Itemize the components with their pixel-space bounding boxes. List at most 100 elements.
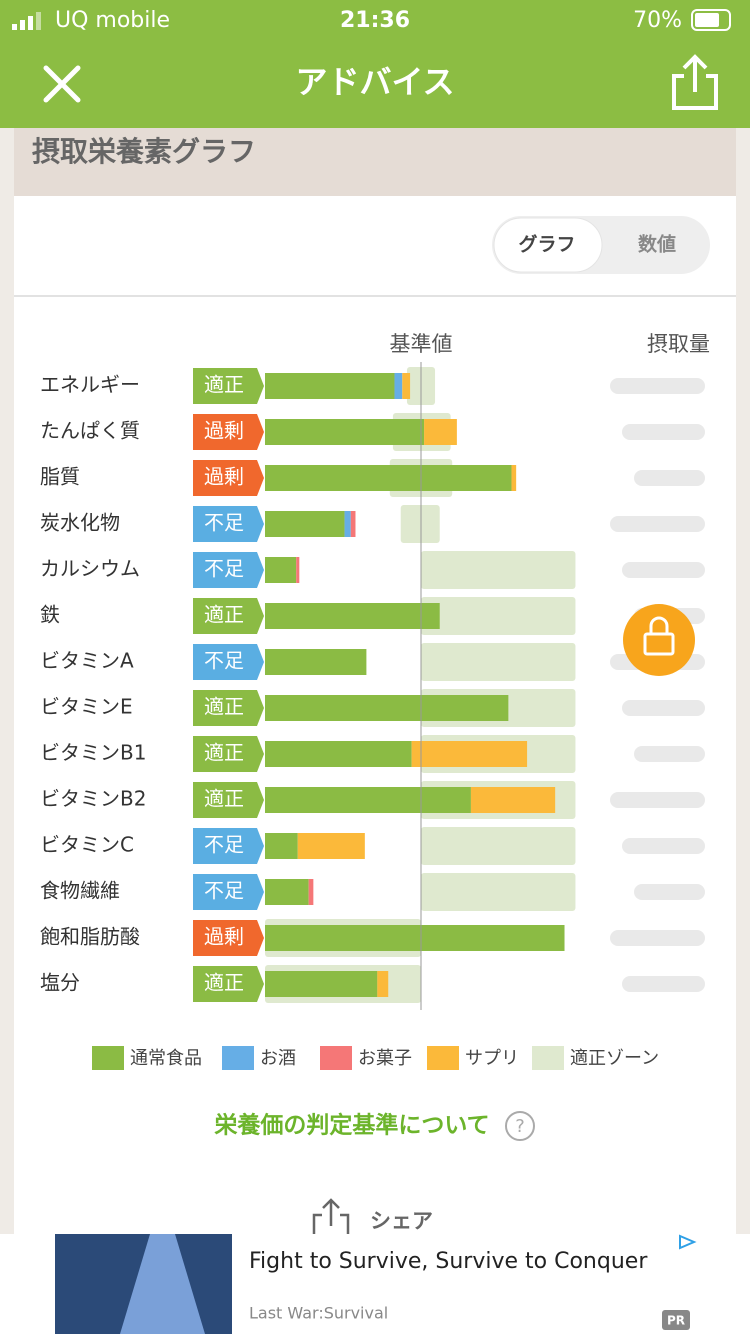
zone bbox=[421, 597, 576, 635]
ad-badge: PR bbox=[667, 1314, 685, 1328]
legend-swatch bbox=[320, 1046, 352, 1070]
status-badge bbox=[193, 966, 264, 1002]
toggle-group: グラフ 数値 bbox=[493, 217, 676, 273]
toggle-selected bbox=[493, 217, 603, 273]
amount-blurred bbox=[610, 930, 705, 946]
status-label: 不足 bbox=[204, 511, 244, 535]
zone bbox=[421, 827, 576, 865]
bar-segment bbox=[265, 419, 425, 445]
zone bbox=[421, 873, 576, 911]
amount-blurred bbox=[622, 700, 705, 716]
bar-segment bbox=[308, 879, 314, 905]
status-badge bbox=[193, 506, 264, 542]
share-label[interactable]: シェア bbox=[370, 1209, 433, 1233]
category-label: ビタミンA bbox=[40, 649, 134, 673]
category-label: 飽和脂肪酸 bbox=[40, 925, 140, 949]
category-label: 脂質 bbox=[40, 465, 80, 489]
category-label: ビタミンB1 bbox=[40, 741, 146, 765]
ad-badge-bg bbox=[662, 1310, 690, 1330]
status-badge bbox=[193, 874, 264, 910]
legend-label: お菓子 bbox=[358, 1048, 412, 1069]
category-label: ビタミンE bbox=[40, 695, 133, 719]
battery-level bbox=[695, 13, 719, 27]
status-badge bbox=[193, 644, 264, 680]
bar-segment bbox=[470, 787, 556, 813]
bar-segment bbox=[296, 557, 300, 583]
amount-blurred bbox=[610, 378, 705, 394]
status-badge bbox=[193, 736, 264, 772]
legend-label: 通常食品 bbox=[130, 1048, 202, 1069]
bar-segment bbox=[265, 511, 345, 537]
status-label: 適正 bbox=[204, 373, 244, 397]
status-label: 適正 bbox=[204, 603, 244, 627]
bar-segment bbox=[344, 511, 351, 537]
share-button[interactable] bbox=[672, 54, 718, 110]
ad-image-road bbox=[120, 1234, 205, 1334]
amount-blurred bbox=[634, 470, 705, 486]
bar-segment bbox=[265, 373, 395, 399]
bar-segment bbox=[265, 649, 367, 675]
legend-swatch bbox=[92, 1046, 124, 1070]
bar-segment bbox=[265, 557, 297, 583]
lock-button[interactable] bbox=[623, 604, 695, 676]
bar-segment bbox=[350, 511, 356, 537]
toggle-option[interactable]: 数値 bbox=[638, 233, 676, 256]
amount-blurred bbox=[622, 424, 705, 440]
ad-choices[interactable] bbox=[679, 1234, 697, 1250]
status-badge bbox=[193, 598, 264, 634]
section-title: 摂取栄養素グラフ bbox=[32, 135, 256, 168]
bar-segment bbox=[411, 741, 528, 767]
category-label: エネルギー bbox=[40, 373, 140, 397]
bar-segment bbox=[394, 373, 403, 399]
status-badge bbox=[193, 414, 264, 450]
ad-advertiser: Last War:Survival bbox=[249, 1304, 388, 1323]
top-bar bbox=[0, 0, 750, 128]
status-badge bbox=[193, 552, 264, 588]
status-label: 過剰 bbox=[204, 925, 244, 949]
status-label: 不足 bbox=[204, 557, 244, 581]
bar-segment bbox=[377, 971, 389, 997]
help-icon[interactable] bbox=[505, 1111, 535, 1141]
battery-icon bbox=[691, 9, 731, 31]
category-label: 炭水化物 bbox=[40, 511, 120, 535]
category-label: ビタミンB2 bbox=[40, 787, 146, 811]
category-label: 鉄 bbox=[40, 603, 60, 627]
ad-title: Fight to Survive, Survive to Conquer bbox=[249, 1249, 648, 1274]
status-label: 不足 bbox=[204, 833, 244, 857]
amount-label: 摂取量 bbox=[647, 332, 710, 356]
reference-label: 基準値 bbox=[390, 332, 453, 356]
status-badge bbox=[193, 460, 264, 496]
bar-segment bbox=[265, 465, 512, 491]
bar-segment bbox=[402, 373, 411, 399]
close-button[interactable] bbox=[43, 65, 81, 103]
status-badge bbox=[193, 920, 264, 956]
bar-segment bbox=[511, 465, 517, 491]
bar-segment bbox=[265, 603, 440, 629]
legend-swatch bbox=[222, 1046, 254, 1070]
bar-segment bbox=[265, 695, 509, 721]
bar-segment bbox=[265, 833, 298, 859]
toggle-option[interactable]: グラフ bbox=[518, 233, 575, 256]
bar-segment bbox=[297, 833, 365, 859]
status-label: 適正 bbox=[204, 741, 244, 765]
status-label: 適正 bbox=[204, 971, 244, 995]
time: 21:36 bbox=[340, 8, 410, 33]
amount-blurred bbox=[622, 838, 705, 854]
bar-segment bbox=[265, 971, 378, 997]
category-label: カルシウム bbox=[40, 557, 140, 581]
signal bbox=[12, 12, 41, 30]
status-badge bbox=[193, 828, 264, 864]
category-label: たんぱく質 bbox=[40, 419, 140, 443]
amount-blurred bbox=[622, 976, 705, 992]
status-label: 適正 bbox=[204, 695, 244, 719]
legend-label: 適正ゾーン bbox=[570, 1048, 659, 1069]
bar-segment bbox=[265, 925, 565, 951]
status-label: 過剰 bbox=[204, 465, 244, 489]
amount-blurred bbox=[634, 746, 705, 762]
carrier: UQ mobile bbox=[55, 8, 170, 33]
status-label: 不足 bbox=[204, 879, 244, 903]
status-badge bbox=[193, 368, 264, 404]
lock-icon bbox=[643, 616, 675, 656]
criteria-link[interactable]: 栄養価の判定基準について bbox=[213, 1112, 489, 1139]
